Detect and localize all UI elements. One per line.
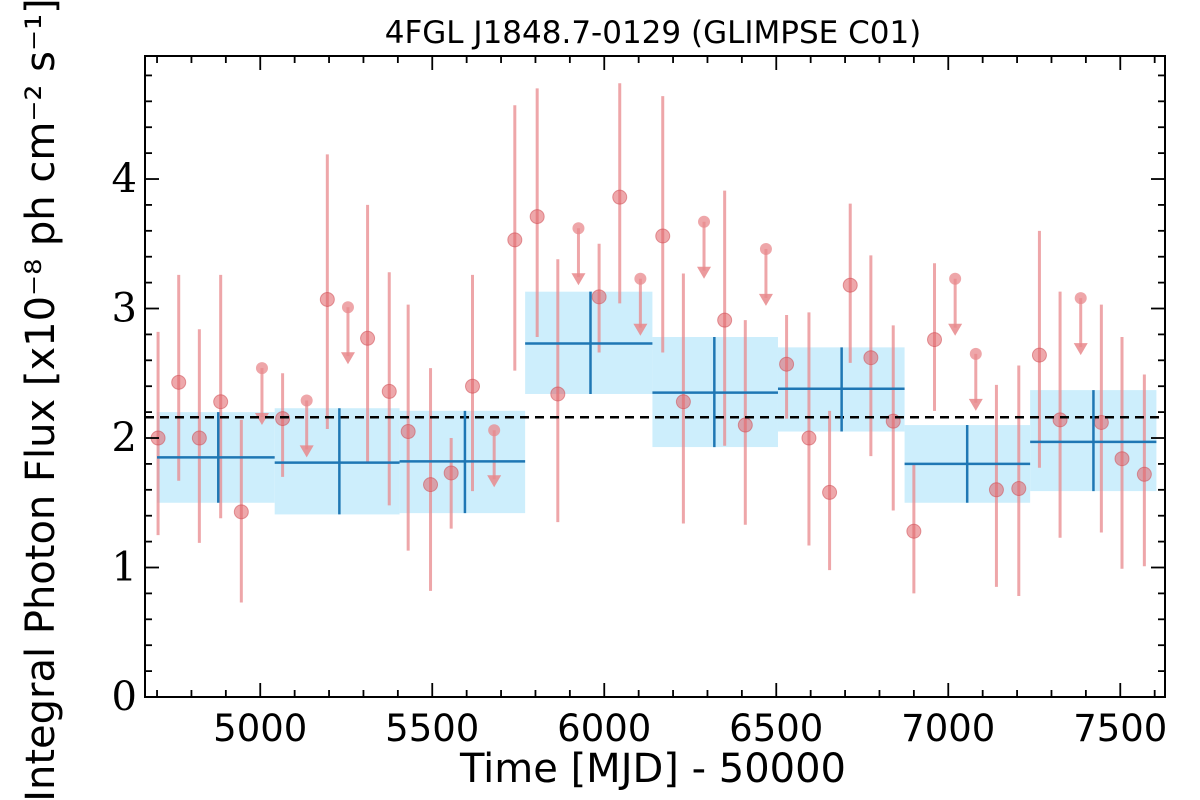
- short-bin-point: [381, 383, 397, 399]
- short-bin-point: [1052, 412, 1068, 428]
- short-bin-point: [529, 209, 545, 225]
- short-bin-point: [863, 350, 879, 366]
- x-axis-label: Time [MJD] - 50000: [459, 746, 846, 792]
- x-tick-label: 6000: [557, 707, 651, 750]
- y-tick-label: 4: [112, 156, 137, 202]
- y-tick-label: 2: [112, 415, 137, 461]
- short-bin-point: [275, 411, 291, 427]
- upper-limit-arrowhead: [697, 266, 712, 279]
- upper-limit-arrowhead: [948, 323, 963, 336]
- upper-limit-point: [255, 362, 268, 375]
- short-bin-point: [675, 394, 691, 410]
- short-bin-point: [319, 291, 335, 307]
- upper-limit-arrowhead: [1073, 343, 1088, 356]
- y-tick-label: 1: [112, 545, 137, 591]
- short-bin-point: [233, 504, 249, 520]
- upper-limit-point: [300, 394, 313, 407]
- short-bin-point: [655, 228, 671, 244]
- upper-limit-point: [949, 272, 962, 285]
- short-bin-point: [443, 465, 459, 481]
- short-bin-point: [1136, 466, 1152, 482]
- upper-limit-point: [759, 242, 772, 255]
- upper-limit-arrowhead: [571, 273, 586, 286]
- y-axis-label: Integral Photon Flux [x10⁻⁸ ph cm⁻² s⁻¹]: [18, 0, 64, 800]
- upper-limit-point: [341, 301, 354, 314]
- x-tick-label: 5500: [385, 707, 479, 750]
- short-bin-point: [1114, 451, 1130, 467]
- short-bin-point: [612, 189, 628, 205]
- upper-limit-arrowhead: [299, 445, 314, 458]
- short-bin-point: [191, 430, 207, 446]
- plot-frame: [144, 55, 1166, 698]
- short-bin-point: [550, 386, 566, 402]
- short-bin-point: [1011, 481, 1027, 497]
- short-bin-point: [842, 277, 858, 293]
- upper-limit-point: [634, 272, 647, 285]
- short-bin-point: [423, 477, 439, 493]
- short-bin-point: [591, 289, 607, 305]
- short-bin-point: [400, 424, 416, 440]
- upper-limit-point: [572, 222, 585, 235]
- y-tick-label: 0: [112, 674, 137, 720]
- y-tick-label: 3: [112, 286, 137, 332]
- short-bin-point: [801, 430, 817, 446]
- x-tick-label: 7000: [901, 707, 995, 750]
- short-bin-point: [927, 332, 943, 348]
- short-bin-point: [717, 312, 733, 328]
- plot-area: 5000 5500 6000 6500 7000 7500 0 1 2 3 4: [112, 55, 1167, 750]
- upper-limit-arrowhead: [487, 475, 502, 488]
- short-bin-point: [360, 330, 376, 346]
- x-tick-label: 6500: [729, 707, 823, 750]
- upper-limit-point: [969, 347, 982, 360]
- upper-limit-arrowhead: [968, 398, 983, 411]
- short-bin-point: [507, 232, 523, 248]
- upper-limit-arrowhead: [633, 323, 648, 336]
- short-bin-point: [171, 374, 187, 390]
- chart-title: 4FGL J1848.7-0129 (GLIMPSE C01): [385, 15, 922, 51]
- short-bin-point: [988, 482, 1004, 498]
- short-bin-point: [213, 394, 229, 410]
- upper-limit-point: [488, 424, 501, 437]
- x-tick-label: 7500: [1073, 707, 1167, 750]
- x-tick-label: 5000: [213, 707, 307, 750]
- short-bin-point: [737, 417, 753, 433]
- upper-limit-arrowhead: [340, 352, 355, 365]
- short-bin-point: [1031, 347, 1047, 363]
- short-bin-point: [906, 523, 922, 539]
- upper-limit-arrowhead: [758, 293, 773, 306]
- long-bin-band: [274, 408, 400, 515]
- short-bin-point: [779, 356, 795, 372]
- upper-limit-point: [698, 215, 711, 228]
- short-bin-point: [822, 484, 838, 500]
- short-bin-point: [465, 378, 481, 394]
- upper-limit-point: [1074, 292, 1087, 305]
